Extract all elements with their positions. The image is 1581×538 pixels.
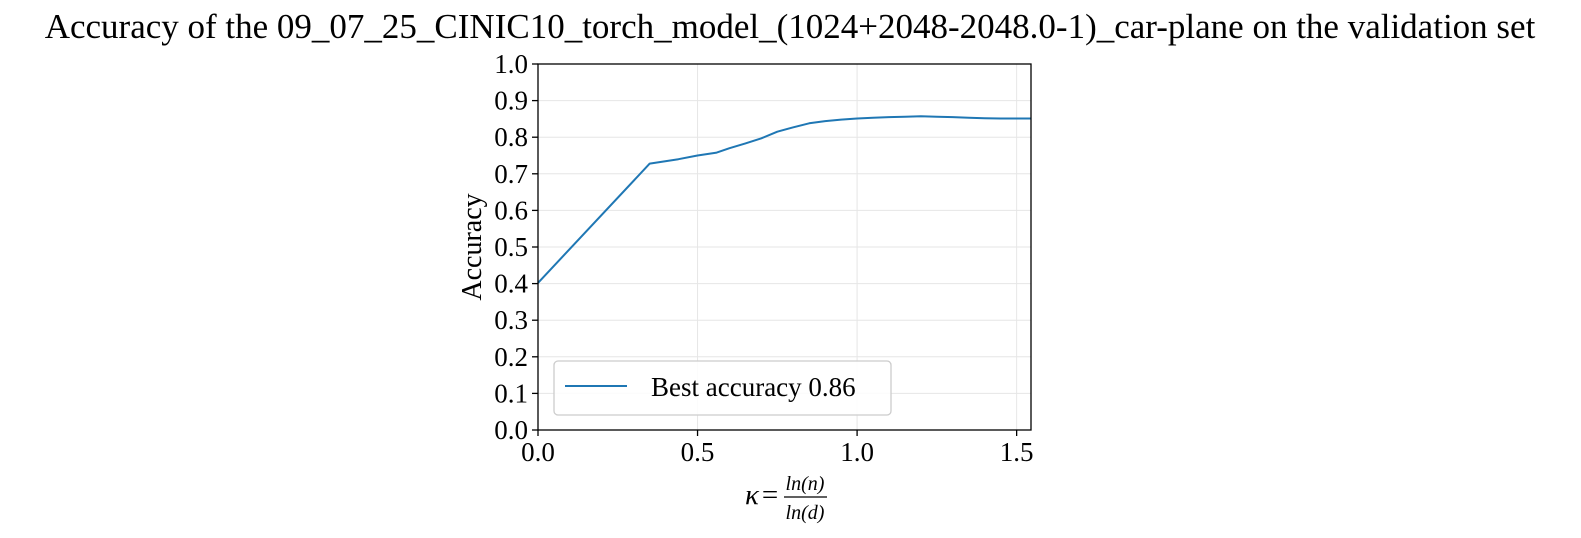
- legend: Best accuracy 0.86: [553, 360, 892, 416]
- x-tick-label: 0.5: [681, 437, 715, 467]
- y-tick-label: 0.4: [494, 269, 528, 299]
- x-tick-label: 1.5: [1000, 437, 1034, 467]
- y-tick-label: 0.5: [494, 232, 528, 262]
- y-tick-label: 0.7: [494, 159, 528, 189]
- chart-title: Accuracy of the 09_07_25_CINIC10_torch_m…: [45, 7, 1536, 46]
- y-tick-label: 0.3: [494, 305, 528, 335]
- x-tick-label: 1.0: [840, 437, 874, 467]
- x-axis-tick-labels: 0.0 0.5 1.0 1.5: [521, 437, 1033, 467]
- y-tick-label: 0.6: [494, 195, 528, 225]
- legend-label: Best accuracy 0.86: [651, 372, 856, 402]
- data-series: [537, 115, 1031, 284]
- x-axis-label-equals: =: [762, 479, 778, 511]
- x-axis-label: κ = ln(n) ln(d): [745, 473, 827, 524]
- legend-box: [553, 360, 892, 416]
- y-axis-tick-labels: 0.0 0.1 0.2 0.3 0.4 0.5 0.6 0.7 0.8 0.9 1.0: [494, 49, 528, 445]
- y-tick-label: 0.2: [494, 342, 528, 372]
- y-axis-label: Accuracy: [457, 193, 488, 300]
- series-line: [537, 115, 1031, 284]
- x-axis-label-numerator: ln(n): [786, 473, 825, 495]
- y-tick-label: 0.0: [494, 415, 528, 445]
- y-tick-label: 0.8: [494, 122, 528, 152]
- x-axis-label-denominator: ln(d): [786, 502, 825, 524]
- y-tick-label: 0.9: [494, 86, 528, 116]
- x-axis-label-symbol: κ: [745, 479, 760, 511]
- y-tick-label: 1.0: [494, 49, 528, 79]
- tick-marks: [532, 63, 1018, 436]
- x-tick-label: 0.0: [521, 437, 555, 467]
- y-tick-label: 0.1: [494, 378, 528, 408]
